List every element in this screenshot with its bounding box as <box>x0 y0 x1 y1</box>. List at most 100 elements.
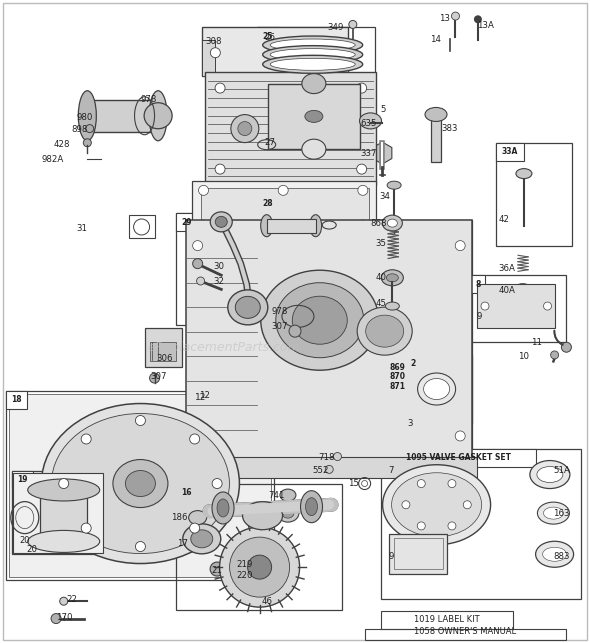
Circle shape <box>562 342 571 352</box>
Text: 16: 16 <box>181 488 192 497</box>
Text: 2: 2 <box>411 359 415 368</box>
Circle shape <box>189 434 199 444</box>
Text: 9: 9 <box>388 552 394 561</box>
Circle shape <box>550 351 559 359</box>
Ellipse shape <box>530 460 570 489</box>
Bar <box>327 40 348 76</box>
Circle shape <box>231 114 259 143</box>
Circle shape <box>193 431 202 441</box>
Ellipse shape <box>382 465 491 545</box>
Circle shape <box>455 240 465 251</box>
Circle shape <box>215 164 225 174</box>
Circle shape <box>417 480 425 487</box>
Ellipse shape <box>357 307 412 355</box>
Text: 32: 32 <box>214 277 225 286</box>
Circle shape <box>212 478 222 489</box>
Text: 871: 871 <box>389 382 406 391</box>
Text: 40: 40 <box>375 273 386 282</box>
Text: 19: 19 <box>17 475 28 484</box>
Circle shape <box>357 83 366 93</box>
Ellipse shape <box>387 181 401 189</box>
Circle shape <box>357 164 366 174</box>
Bar <box>384 368 437 377</box>
Circle shape <box>448 522 456 530</box>
Circle shape <box>349 21 357 28</box>
Ellipse shape <box>418 373 455 405</box>
Text: 35: 35 <box>375 239 386 248</box>
Bar <box>186 220 472 462</box>
Circle shape <box>83 139 91 147</box>
Ellipse shape <box>215 216 227 228</box>
Text: 12: 12 <box>195 393 206 402</box>
Text: 307: 307 <box>271 322 288 331</box>
Circle shape <box>543 302 552 310</box>
Bar <box>176 213 295 325</box>
Text: 869: 869 <box>390 363 405 372</box>
Text: 1: 1 <box>282 224 287 233</box>
Ellipse shape <box>302 73 326 94</box>
Bar <box>257 194 278 212</box>
Circle shape <box>474 15 482 23</box>
Ellipse shape <box>424 379 450 399</box>
Circle shape <box>193 258 202 269</box>
Text: 337: 337 <box>360 149 376 158</box>
Text: 14: 14 <box>430 35 441 44</box>
Circle shape <box>278 220 288 230</box>
Circle shape <box>136 415 145 426</box>
Text: 36A: 36A <box>499 264 516 273</box>
Text: 31: 31 <box>76 224 87 233</box>
Circle shape <box>329 48 338 58</box>
Bar <box>176 484 342 610</box>
Circle shape <box>210 562 224 576</box>
Ellipse shape <box>276 283 364 358</box>
Circle shape <box>81 434 91 444</box>
Bar <box>384 368 412 386</box>
Circle shape <box>284 48 294 58</box>
Circle shape <box>455 431 465 441</box>
Ellipse shape <box>388 219 397 227</box>
Circle shape <box>304 122 319 136</box>
Circle shape <box>248 555 271 579</box>
Text: 7: 7 <box>226 222 231 231</box>
Text: 18: 18 <box>11 395 22 404</box>
Text: 20: 20 <box>19 536 30 545</box>
Text: 29: 29 <box>181 218 192 227</box>
Circle shape <box>289 325 301 337</box>
Text: eReplacementParts.com: eReplacementParts.com <box>148 341 300 354</box>
Text: 186: 186 <box>171 513 188 522</box>
Text: 33A: 33A <box>502 147 518 156</box>
Text: 12: 12 <box>199 391 211 400</box>
Circle shape <box>417 522 425 530</box>
Ellipse shape <box>263 46 363 64</box>
Bar <box>176 213 197 231</box>
Circle shape <box>285 60 293 68</box>
Ellipse shape <box>359 113 382 129</box>
Ellipse shape <box>292 296 348 344</box>
Ellipse shape <box>537 502 569 524</box>
Text: 978: 978 <box>271 307 288 316</box>
Bar <box>202 27 348 76</box>
Text: 46: 46 <box>261 597 273 606</box>
Circle shape <box>59 478 68 489</box>
Bar <box>13 473 103 553</box>
Circle shape <box>150 373 159 383</box>
Ellipse shape <box>536 541 573 567</box>
Circle shape <box>238 122 252 136</box>
Text: 219: 219 <box>236 560 253 569</box>
Bar <box>6 391 27 409</box>
Circle shape <box>448 480 456 487</box>
Ellipse shape <box>263 36 363 54</box>
Text: 635: 635 <box>360 119 376 128</box>
Ellipse shape <box>210 212 232 232</box>
Bar <box>496 143 572 246</box>
Text: 13A: 13A <box>477 21 494 30</box>
Ellipse shape <box>513 284 533 298</box>
Circle shape <box>325 466 333 473</box>
Circle shape <box>297 114 326 143</box>
Circle shape <box>189 523 199 533</box>
Text: 1019 LABEL KIT: 1019 LABEL KIT <box>414 615 480 624</box>
Bar <box>257 27 375 156</box>
Bar <box>277 220 291 238</box>
Text: 8: 8 <box>475 280 481 289</box>
Text: 146: 146 <box>268 509 285 518</box>
